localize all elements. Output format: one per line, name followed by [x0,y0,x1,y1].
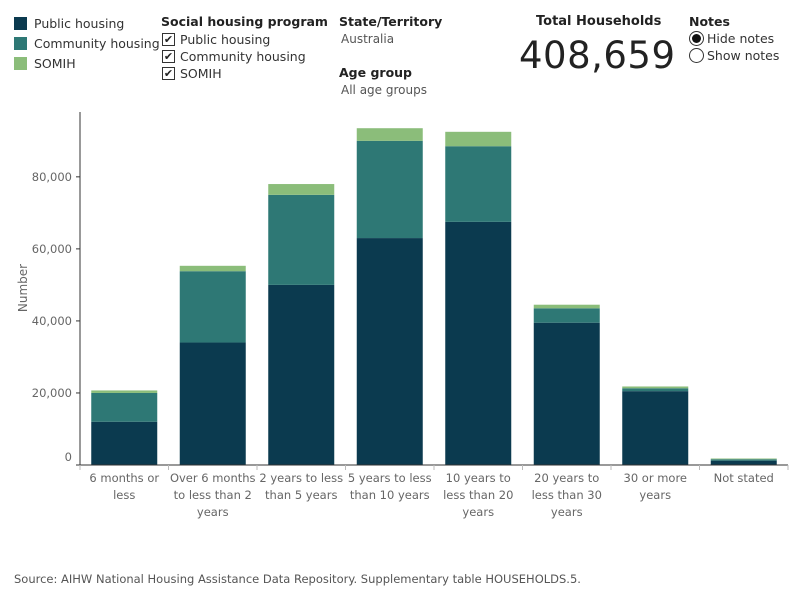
bar-community-housing[interactable] [533,308,600,323]
x-tick-label: 30 or more years [624,471,688,502]
bar-public-housing[interactable] [356,238,423,465]
y-axis: 0 20,000 40,000 60,000 80,000 [32,112,81,466]
y-tick-label: 20,000 [32,386,72,400]
y-tick-label: 0 [65,450,72,464]
bar-somih[interactable] [533,304,600,309]
legend-swatch [14,36,27,50]
bar-somih[interactable] [710,458,777,460]
bar-somih[interactable] [179,265,246,272]
bar-somih[interactable] [622,386,689,389]
bar-community-housing[interactable] [622,388,689,392]
legend-label: Community housing [34,35,160,51]
bar-somih[interactable] [356,128,423,141]
bar-public-housing[interactable] [622,391,689,465]
checkbox-somih[interactable]: ✔ SOMIH [162,66,222,81]
y-tick-label: 40,000 [32,314,72,328]
check-icon: ✔ [163,33,174,46]
checkbox-box[interactable]: ✔ [162,67,175,80]
x-tick-label: 10 years to less than 20 years [443,471,513,519]
radio-button[interactable] [689,31,704,46]
checkbox-label: Community housing [180,49,306,64]
x-tick-label: Not stated [714,471,774,485]
legend-item-public-housing[interactable]: Public housing [14,15,124,31]
legend-swatch [14,16,27,30]
checkbox-label: Public housing [180,32,271,47]
notes-title: Notes [689,14,730,29]
radio-selected-dot [692,34,701,43]
legend-label: Public housing [34,15,125,31]
x-tick-label: 2 years to less than 5 years [259,471,343,502]
age-filter-value[interactable]: All age groups [341,83,427,97]
radio-hide-notes[interactable]: Hide notes [689,31,774,46]
checkbox-label: SOMIH [180,66,222,81]
bar-community-housing[interactable] [91,392,158,422]
state-filter-title: State/Territory [339,14,443,29]
bar-somih[interactable] [445,131,512,147]
legend-item-community-housing[interactable]: Community housing [14,35,160,51]
total-households-value: 408,659 [519,34,676,77]
checkbox-public-housing[interactable]: ✔ Public housing [162,32,270,47]
radio-button[interactable] [689,48,704,63]
x-tick-label: 20 years to less than 30 years [532,471,602,519]
x-tick-label: 5 years to less than 10 years [348,471,432,502]
bar-somih[interactable] [91,390,158,393]
bar-somih[interactable] [268,184,335,195]
bar-group [91,128,777,465]
age-filter-title: Age group [339,65,412,80]
bar-community-housing[interactable] [710,459,777,461]
radio-show-notes[interactable]: Show notes [689,48,779,63]
bar-community-housing[interactable] [356,140,423,239]
x-tick-label: Over 6 months to less than 2 years [170,471,256,519]
total-households-title: Total Households [536,14,662,29]
bar-public-housing[interactable] [710,460,777,465]
check-icon: ✔ [163,50,174,63]
checkbox-box[interactable]: ✔ [162,33,175,46]
bar-community-housing[interactable] [445,146,512,222]
source-note: Source: AIHW National Housing Assistance… [14,572,581,586]
radio-label: Show notes [707,48,780,63]
bar-public-housing[interactable] [268,284,335,465]
legend-item-somih[interactable]: SOMIH [14,55,76,71]
bar-public-housing[interactable] [91,421,158,465]
checkbox-community-housing[interactable]: ✔ Community housing [162,49,306,64]
program-filter-title: Social housing program [161,14,328,29]
legend-swatch [14,56,27,70]
radio-label: Hide notes [707,31,775,46]
x-tick-label: 6 months or less [89,471,159,502]
x-axis: 6 months or less Over 6 months to less than… [79,464,789,519]
bar-public-housing[interactable] [533,322,600,465]
y-tick-label: 60,000 [32,242,72,256]
legend-label: SOMIH [34,55,76,71]
bar-public-housing[interactable] [445,221,512,465]
bar-community-housing[interactable] [268,194,335,285]
y-axis-label: Number [16,264,30,312]
y-tick-label: 80,000 [32,170,72,184]
bar-community-housing[interactable] [179,271,246,343]
check-icon: ✔ [163,67,174,80]
checkbox-box[interactable]: ✔ [162,50,175,63]
bar-public-housing[interactable] [179,342,246,465]
state-filter-value[interactable]: Australia [341,32,395,46]
